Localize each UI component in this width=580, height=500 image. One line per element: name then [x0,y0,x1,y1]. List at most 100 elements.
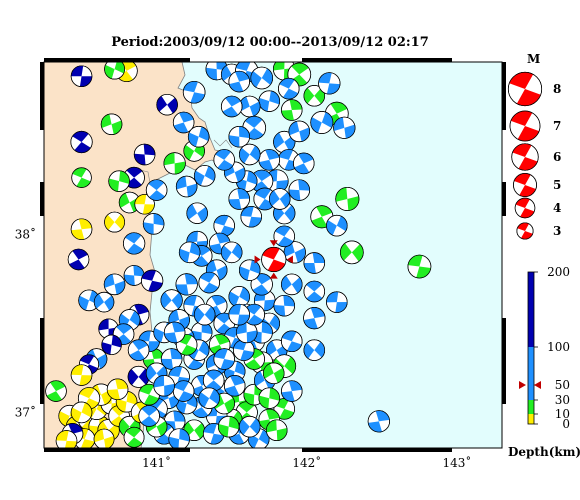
earthquake-event [228,303,250,326]
magnitude-legend-label: 7 [553,119,561,133]
depth-band [528,272,534,347]
earthquake-event [240,206,262,228]
depth-tick-label: 10 [555,407,570,421]
earthquake-event [303,85,326,107]
map-frame [43,61,503,449]
earthquake-event [198,387,220,409]
earthquake-event [238,95,261,118]
earthquake-event [160,289,183,312]
earthquake-event [228,70,250,93]
earthquake-event [326,214,348,237]
earthquake-event [273,130,296,154]
longitude-tick-label: 142˚ [292,455,321,470]
earthquake-event [340,240,364,265]
earthquake-event [238,143,261,166]
depth-tick-label: 100 [547,340,570,354]
earthquake-event [250,273,273,296]
earthquake-event [238,415,261,438]
earthquake-event [303,252,326,274]
earthquake-event [104,211,125,233]
earthquake-event [202,369,225,392]
earthquake-event [127,339,150,361]
earthquake-event [293,152,315,175]
latest-depth-marker [519,381,541,389]
earthquake-event [133,143,156,166]
magnitude-legend-item: 5 [513,173,561,197]
depth-band [528,347,534,400]
earthquake-event [138,405,160,427]
earthquake-event [106,378,129,401]
earthquake-event [258,149,280,171]
earthquake-event [93,428,115,448]
earthquake-event [104,62,125,80]
earthquake-event [163,152,186,175]
earthquake-event [55,430,78,448]
earthquake-event [213,348,235,370]
earthquake-event [178,241,201,264]
earthquake-event [187,125,210,148]
latest-event [254,240,293,279]
depth-scale-label: Depth(km) [508,445,580,459]
earthquake-event [273,294,296,317]
earthquake-event [253,187,277,211]
earthquake-event [123,265,145,286]
earthquake-event [134,194,155,215]
earthquake-event [232,339,255,361]
earthquake-event [118,191,141,214]
magnitude-legend-label: 6 [553,150,561,164]
earthquake-event [78,289,100,312]
earthquake-event [175,175,198,198]
earthquake-event [70,401,93,424]
earthquake-event [71,167,92,188]
magnitude-legend-label: 5 [553,178,561,192]
magnitude-legend: M 8 7 6 5 4 3 [507,52,561,240]
earthquake-event [242,115,267,140]
depth-tick-label: 50 [555,378,570,392]
earthquake-event [220,241,243,264]
earthquake-event [93,291,115,313]
earthquake-event [263,362,285,385]
earthquake-event [288,179,311,201]
earthquake-event [283,241,306,264]
earthquake-event [190,321,213,344]
magnitude-legend-item: 7 [509,110,561,142]
earthquake-event [258,387,280,409]
earthquake-event [407,254,432,279]
earthquake-event [213,149,235,171]
depth-tick-label: 30 [555,393,570,407]
earthquake-events [45,62,432,448]
earthquake-event [273,225,296,248]
earthquake-event [100,113,123,136]
earthquake-event [266,419,288,441]
earthquake-event [217,415,240,438]
magnitude-legend-item: 6 [511,143,561,171]
earthquake-event [250,169,274,193]
earthquake-event [186,202,208,224]
earthquake-event [160,348,183,370]
earthquake-event [281,330,303,353]
earthquake-event [193,303,216,326]
earthquake-event [238,259,261,281]
earthquake-event [70,130,93,154]
depth-tick-label: 200 [547,265,570,279]
earthquake-event [288,120,311,143]
earthquake-event [318,72,341,95]
map-border-bars [40,58,506,452]
earthquake-event [273,398,296,420]
earthquake-event [141,269,164,292]
earthquake-event [228,188,250,210]
latitude-tick-label: 38˚ [15,227,36,242]
earthquake-event [326,291,348,313]
earthquake-event [303,280,326,303]
magnitude-legend-label: 8 [553,82,561,96]
earthquake-event [250,66,274,90]
earthquake-event [198,271,220,294]
earthquake-event [70,218,93,240]
earthquake-event [168,428,190,448]
earthquake-event [213,214,235,237]
magnitude-legend-item: 3 [516,222,561,240]
earthquake-event [269,188,291,210]
earthquake-event [108,170,130,192]
